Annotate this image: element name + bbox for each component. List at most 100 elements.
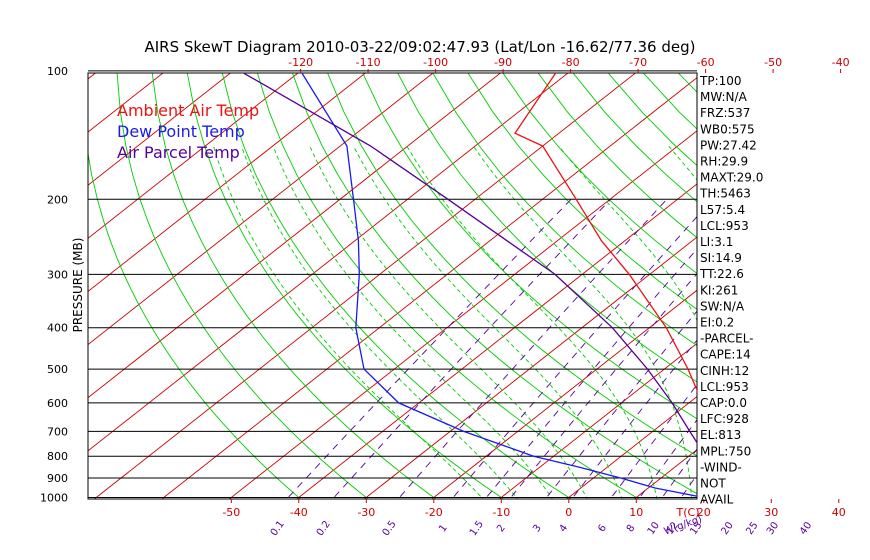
index-label: TH:5463 bbox=[699, 187, 751, 201]
index-label: LCL:953 bbox=[700, 219, 749, 233]
pressure-tick-label: 200 bbox=[47, 193, 68, 206]
dry-adiabat bbox=[221, 73, 572, 499]
index-label: NOT bbox=[700, 477, 726, 491]
top-temp-tick: -90 bbox=[494, 56, 512, 69]
mixing-ratio-line bbox=[509, 273, 697, 499]
mixing-ratio-tick: 8 bbox=[625, 523, 638, 535]
moist-adiabat bbox=[309, 145, 588, 499]
isotherm-line bbox=[88, 73, 367, 293]
mixing-ratio-line bbox=[775, 199, 870, 506]
isotherm-line bbox=[498, 342, 697, 499]
isotherm-line bbox=[88, 73, 569, 452]
mixing-ratio-tick: 4 bbox=[558, 523, 571, 535]
top-temp-tick: -60 bbox=[697, 56, 715, 69]
mixing-ratio-tick: 0.5 bbox=[381, 519, 399, 538]
dry-adiabat bbox=[781, 71, 870, 507]
index-label: RH:29.9 bbox=[700, 155, 748, 169]
mixing-ratio-line bbox=[638, 419, 697, 499]
mixing-ratio-line bbox=[571, 339, 697, 499]
mixing-ratio-tick: 1 bbox=[437, 523, 450, 535]
dry-adiabat bbox=[816, 71, 870, 507]
isotherm-line bbox=[161, 77, 697, 499]
top-temp-tick: -40 bbox=[832, 56, 850, 69]
pressure-tick-label: 500 bbox=[47, 363, 68, 376]
isotherm-line bbox=[93, 73, 637, 499]
moist-adiabat bbox=[827, 146, 870, 507]
mixing-ratio-tick: 10 bbox=[646, 520, 662, 537]
isotherm-line bbox=[296, 183, 697, 499]
isotherm-line bbox=[827, 61, 870, 506]
series-line bbox=[301, 73, 697, 497]
mixing-ratio-line bbox=[755, 199, 870, 506]
legend-entry: Air Parcel Temp bbox=[117, 143, 240, 162]
isotherm-line bbox=[431, 289, 697, 499]
pressure-tick-label: 600 bbox=[47, 397, 68, 410]
isotherm-line bbox=[88, 73, 232, 186]
mixing-ratio-line bbox=[451, 215, 697, 499]
mixing-ratio-tick: 1.5 bbox=[468, 519, 486, 538]
top-temp-tick: -110 bbox=[356, 56, 381, 69]
index-label: FRZ:537 bbox=[700, 106, 750, 120]
pressure-tick-label: 700 bbox=[47, 425, 68, 438]
bottom-temp-tick: 20 bbox=[697, 506, 711, 519]
dry-adiabat bbox=[467, 73, 697, 310]
pressure-tick-label: 400 bbox=[47, 322, 68, 335]
mixing-ratio-line bbox=[679, 474, 697, 499]
moist-adiabat bbox=[472, 145, 693, 499]
dry-adiabat bbox=[291, 73, 697, 495]
dry-adiabat bbox=[642, 73, 697, 130]
index-label: SW:N/A bbox=[700, 299, 745, 313]
legend-entry: Ambient Air Temp bbox=[117, 101, 259, 120]
index-label: CINH:12 bbox=[700, 364, 749, 378]
dry-adiabat bbox=[746, 71, 870, 507]
pressure-tick-label: 800 bbox=[47, 450, 68, 463]
dry-adiabat bbox=[502, 73, 697, 274]
index-label: LCL:953 bbox=[700, 380, 749, 394]
isotherm-line bbox=[566, 395, 697, 499]
index-label: MPL:750 bbox=[700, 444, 751, 458]
mixing-ratio-line bbox=[730, 199, 870, 506]
bottom-temp-tick: 10 bbox=[629, 506, 643, 519]
bottom-temp-tick: -10 bbox=[492, 506, 510, 519]
index-label: WB0:575 bbox=[700, 122, 755, 136]
pressure-tick-label: 300 bbox=[47, 268, 68, 281]
legend-entry: Dew Point Temp bbox=[117, 122, 245, 141]
bottom-unit-label: T(C) bbox=[676, 506, 700, 519]
mixing-ratio-line bbox=[397, 198, 668, 499]
index-label: CAP:0.0 bbox=[700, 396, 747, 410]
pressure-frame bbox=[87, 70, 698, 500]
isotherm-line bbox=[0, 61, 43, 506]
top-temp-tick: -70 bbox=[629, 56, 647, 69]
mixing-ratio-tick: 0.1 bbox=[269, 519, 287, 538]
y-axis-label: PRESSURE (MB) bbox=[71, 238, 85, 333]
bottom-temp-tick: 0 bbox=[565, 506, 572, 519]
mixing-ratio-tick: 30 bbox=[765, 520, 781, 537]
top-temp-tick: -100 bbox=[423, 56, 448, 69]
index-label: MAXT:29.0 bbox=[700, 171, 763, 185]
index-label: SI:14.9 bbox=[700, 251, 742, 265]
index-label: EL:813 bbox=[700, 428, 741, 442]
mixing-ratio-line bbox=[544, 310, 697, 499]
index-label: AVAIL bbox=[700, 493, 734, 507]
mixing-ratio-tick: 2 bbox=[495, 523, 508, 535]
isotherm-line bbox=[88, 73, 97, 80]
isotherm-line bbox=[88, 73, 299, 239]
plot-border bbox=[87, 72, 698, 500]
mixing-ratio-tick: 0.2 bbox=[315, 519, 333, 538]
top-temp-tick: -120 bbox=[288, 56, 313, 69]
bottom-temp-tick: 30 bbox=[764, 506, 778, 519]
top-temp-tick: -50 bbox=[764, 56, 782, 69]
index-label: -PARCEL- bbox=[700, 332, 754, 346]
index-label: TT:22.6 bbox=[699, 267, 744, 281]
isotherm-line bbox=[363, 236, 697, 499]
pressure-tick-label: 1000 bbox=[40, 492, 68, 505]
bottom-temp-tick: -30 bbox=[357, 506, 375, 519]
profile-lines bbox=[242, 73, 697, 497]
dry-adiabat bbox=[362, 73, 697, 420]
index-label: KI:261 bbox=[700, 283, 738, 297]
index-label: MW:N/A bbox=[700, 90, 748, 104]
series-line bbox=[514, 73, 697, 392]
mixing-ratio-line bbox=[286, 198, 572, 499]
index-label: LFC:928 bbox=[700, 412, 749, 426]
